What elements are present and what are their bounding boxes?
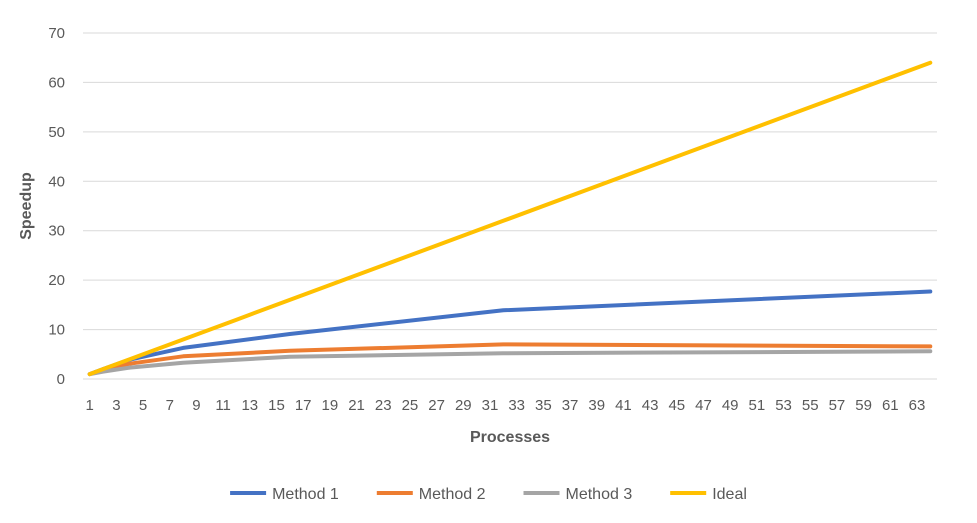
x-tick-label: 61 <box>882 397 899 414</box>
legend-item-method-1: Method 1 <box>230 486 339 503</box>
y-tick-label: 10 <box>48 322 65 339</box>
x-tick-label: 47 <box>695 397 712 414</box>
x-tick-label: 25 <box>402 397 419 414</box>
x-tick-label: 39 <box>588 397 605 414</box>
gridlines <box>83 32 937 331</box>
x-tick-label: 33 <box>508 397 525 414</box>
x-tick-label: 43 <box>642 397 659 414</box>
y-tick-label: 20 <box>48 272 65 289</box>
series-line-method-3 <box>87 349 933 377</box>
x-tick-label: 37 <box>562 397 579 414</box>
legend-label: Method 2 <box>419 486 486 503</box>
y-tick-label: 70 <box>48 25 65 42</box>
y-tick-label: 40 <box>48 173 65 190</box>
x-tick-label: 19 <box>322 397 339 414</box>
y-tick-label: 50 <box>48 124 65 141</box>
y-tick-label: 30 <box>48 223 65 240</box>
x-tick-label: 41 <box>615 397 632 414</box>
x-tick-label: 35 <box>535 397 552 414</box>
legend-item-ideal: Ideal <box>670 486 747 503</box>
legend-item-method-2: Method 2 <box>376 486 486 503</box>
x-tick-label: 17 <box>295 397 312 414</box>
x-tick-label: 29 <box>455 397 472 414</box>
legend-label: Ideal <box>712 486 747 503</box>
y-tick-label: 0 <box>57 371 65 388</box>
x-tick-label: 3 <box>112 397 120 414</box>
x-tick-label: 21 <box>348 397 365 414</box>
x-tick-label: 49 <box>722 397 739 414</box>
x-tick-label: 1 <box>86 397 94 414</box>
legend-label: Method 3 <box>566 486 633 503</box>
legend: Method 1 Method 2 Method 3 Ideal <box>230 486 747 503</box>
x-tick-label: 53 <box>775 397 792 414</box>
x-tick-label: 27 <box>428 397 445 414</box>
x-tick-label: 23 <box>375 397 392 414</box>
x-tick-label: 51 <box>749 397 766 414</box>
x-tick-label: 59 <box>855 397 872 414</box>
x-tick-label: 13 <box>241 397 258 414</box>
x-tick-label: 31 <box>482 397 499 414</box>
legend-item-method-3: Method 3 <box>523 486 633 503</box>
series-line-ideal <box>87 60 933 377</box>
x-axis-ticks: 1 3 5 7 9 11 13 15 17 19 21 23 25 27 29 31 33 35 37 39 41 43 4… <box>86 397 926 414</box>
series-lines <box>87 60 933 377</box>
legend-label: Method 1 <box>272 486 339 503</box>
x-tick-label: 57 <box>829 397 846 414</box>
x-tick-label: 45 <box>668 397 685 414</box>
x-axis-title: Processes <box>470 429 550 446</box>
x-tick-label: 11 <box>215 397 231 414</box>
y-axis-ticks: 0 10 20 30 40 50 60 70 <box>48 25 65 388</box>
x-tick-label: 9 <box>192 397 200 414</box>
x-tick-label: 55 <box>802 397 819 414</box>
x-tick-label: 5 <box>139 397 147 414</box>
x-tick-label: 7 <box>166 397 174 414</box>
y-axis-title: Speedup <box>18 172 35 240</box>
x-tick-label: 63 <box>909 397 926 414</box>
y-tick-label: 60 <box>48 74 65 91</box>
x-tick-label: 15 <box>268 397 285 414</box>
